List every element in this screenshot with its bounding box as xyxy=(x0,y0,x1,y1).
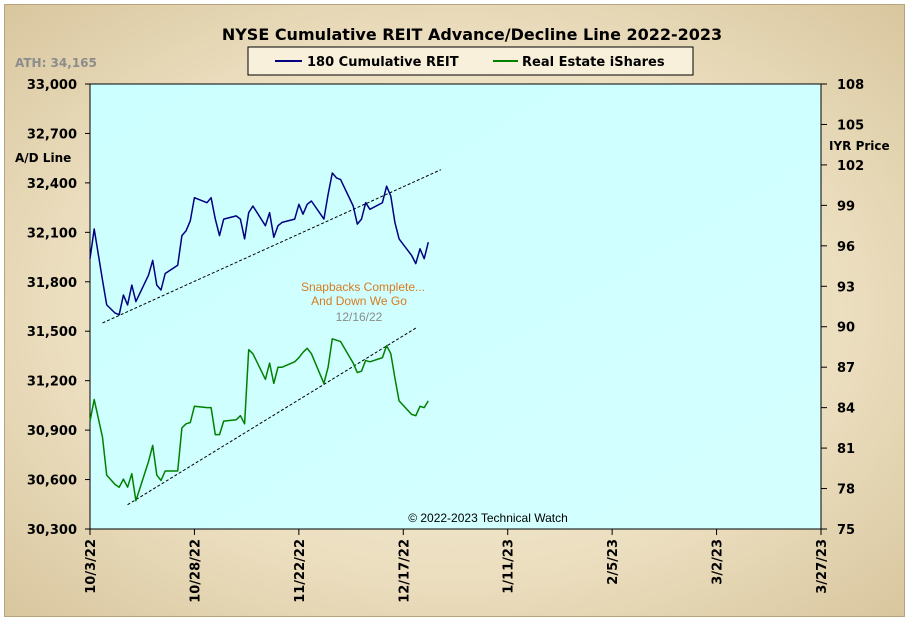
legend-label-iyr: Real Estate iShares xyxy=(522,55,665,70)
ath-label: ATH: 34,165 xyxy=(15,56,97,70)
y-left-tick-label: 31,500 xyxy=(27,325,77,340)
y-right-tick-label: 93 xyxy=(837,280,855,295)
trendline-left xyxy=(102,169,442,324)
y-right-tick-label: 75 xyxy=(837,523,855,538)
x-tick-label: 3/27/23 xyxy=(815,539,830,594)
series-line-iyr xyxy=(89,338,429,502)
y-right-tick-label: 87 xyxy=(837,361,855,376)
x-tick-label: 2/5/23 xyxy=(606,539,621,585)
x-tick-label: 10/3/22 xyxy=(84,539,99,594)
trendlines xyxy=(102,169,442,506)
y-axis-right: 108 105 102 99 96 93 90 87 84 81 78 75 xyxy=(821,78,864,538)
y-right-tick-label: 90 xyxy=(837,321,855,336)
annotation-date: 12/16/22 xyxy=(336,310,383,324)
y-left-tick-label: 32,400 xyxy=(27,177,77,192)
y-left-tick-label: 31,800 xyxy=(27,276,77,291)
y-right-tick-label: 81 xyxy=(837,442,855,457)
y-right-tick-label: 96 xyxy=(837,240,855,255)
y-axis-right-label: IYR Price xyxy=(829,139,890,153)
x-axis: 10/3/22 10/28/22 11/22/22 12/17/22 1/11/23 2/… xyxy=(84,529,830,603)
y-right-tick-label: 84 xyxy=(837,402,855,417)
y-left-tick-label: 31,200 xyxy=(27,375,77,390)
y-right-tick-label: 108 xyxy=(837,78,864,93)
legend: 180 Cumulative REIT Real Estate iShares xyxy=(247,46,694,76)
x-tick-label: 3/2/23 xyxy=(711,539,726,585)
y-right-tick-label: 78 xyxy=(837,483,855,498)
series-layer xyxy=(89,172,430,502)
legend-label-reit: 180 Cumulative REIT xyxy=(307,55,459,70)
copyright: © 2022-2023 Technical Watch xyxy=(408,511,568,525)
y-left-tick-label: 32,100 xyxy=(27,226,77,241)
y-right-tick-label: 99 xyxy=(837,199,855,214)
y-left-tick-label: 30,300 xyxy=(27,523,77,538)
x-tick-label: 11/22/22 xyxy=(293,539,308,603)
x-tick-label: 12/17/22 xyxy=(397,539,412,603)
legend-box xyxy=(247,46,694,76)
y-axis-left: 33,000 32,700 32,400 32,100 31,800 31,500 31,2… xyxy=(27,78,90,538)
x-tick-label: 10/28/22 xyxy=(188,539,203,603)
x-tick-label: 1/11/23 xyxy=(502,539,517,594)
y-right-tick-label: 102 xyxy=(837,159,864,174)
chart-title: NYSE Cumulative REIT Advance/Decline Lin… xyxy=(222,25,722,44)
y-left-tick-label: 30,900 xyxy=(27,424,77,439)
y-right-tick-label: 105 xyxy=(837,118,864,133)
annotation-down: And Down We Go xyxy=(311,294,407,308)
plot-area xyxy=(89,83,822,530)
annotation-snapbacks: Snapbacks Complete... xyxy=(301,280,425,294)
y-left-tick-label: 30,600 xyxy=(27,474,77,489)
series-line-reit xyxy=(89,172,430,316)
y-axis-left-label: A/D Line xyxy=(15,151,71,165)
y-left-tick-label: 33,000 xyxy=(27,78,77,93)
trendline-right xyxy=(127,327,417,506)
y-left-tick-label: 32,700 xyxy=(27,127,77,142)
